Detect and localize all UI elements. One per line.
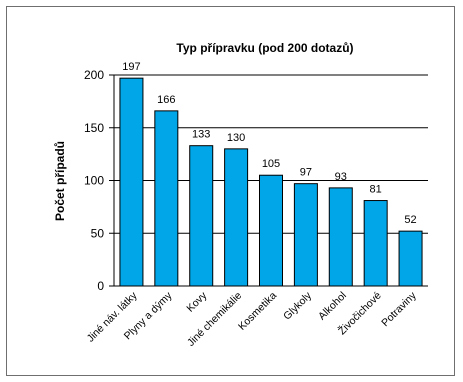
x-tick-label: Kosmetika — [236, 290, 279, 333]
bar-8 — [363, 200, 388, 287]
data-label: 93 — [335, 171, 347, 183]
y-tick-label: 0 — [97, 279, 104, 293]
y-tick-label: 50 — [91, 226, 105, 240]
data-label: 105 — [262, 158, 280, 170]
data-label: 97 — [300, 167, 312, 179]
data-label: 166 — [157, 94, 175, 106]
bar-6 — [293, 183, 318, 287]
x-tick-label: Kovy — [184, 289, 210, 315]
bar-5 — [259, 174, 283, 287]
bar-1 — [119, 77, 144, 287]
data-label: 197 — [122, 61, 140, 73]
y-tick-label: 200 — [84, 68, 104, 82]
bar-9 — [398, 230, 423, 287]
data-label: 130 — [227, 132, 245, 144]
data-label: 133 — [192, 129, 210, 141]
y-tick-label: 100 — [84, 174, 104, 188]
data-label: 81 — [370, 184, 382, 196]
data-label: 52 — [404, 214, 416, 226]
bar-2 — [154, 110, 179, 287]
chart-title: Typ přípravku (pod 200 dotazů) — [176, 41, 353, 55]
y-axis-label: Počet případů — [53, 141, 67, 221]
x-tick-label: Potraviny — [379, 289, 419, 329]
y-tick-label: 150 — [84, 121, 104, 135]
bar-4 — [224, 148, 249, 287]
x-tick-label: Glykoly — [281, 289, 314, 322]
bar-7 — [328, 187, 353, 287]
bar-3 — [189, 145, 214, 287]
x-tick-label: Alkohol — [316, 290, 349, 323]
